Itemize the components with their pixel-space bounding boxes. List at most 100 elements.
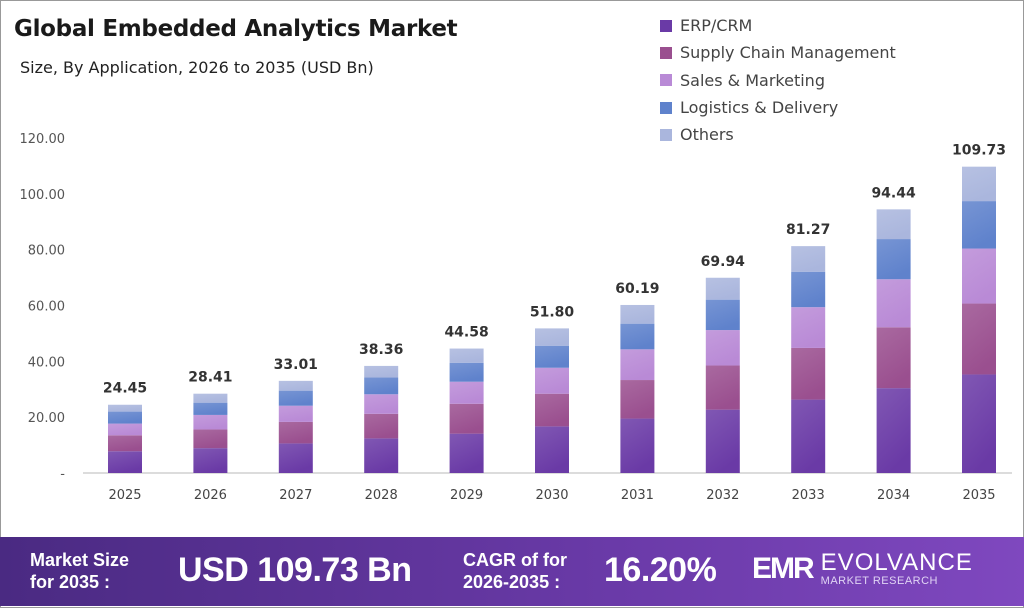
legend-label: Logistics & Delivery [680,98,839,118]
bar-segment-sales-marketing [620,349,655,381]
market-size-label-line2: for 2035 : [30,572,111,592]
bar-segment-others [278,380,313,391]
bar-segment-others [108,404,142,412]
bar-segment-erp-crm [705,409,740,473]
bar-segment-supply-chain-management [364,413,399,439]
bar-segment-supply-chain-management [193,429,228,449]
bar-segment-supply-chain-management [535,393,569,427]
stacked-bar-chart: - 20.00 40.00 60.00 80.00 100.00 120.00 24.45 20… [20,132,1012,503]
x-tick-label: 2030 [535,488,568,503]
bar-segment-supply-chain-management [705,365,740,410]
bar-segment-erp-crm [876,388,911,473]
total-data-label: 69.94 [701,254,746,270]
total-data-label: 94.44 [871,185,916,201]
legend-item: Supply Chain Management [660,39,896,66]
bar-segment-logistics-delivery [620,323,655,350]
bar-segment-erp-crm [620,418,655,473]
legend-swatch [660,128,672,141]
bar-segment-logistics-delivery [535,345,569,368]
bar-segment-sales-marketing [108,423,142,436]
total-data-label: 28.41 [188,370,232,386]
bar-segment-others [791,246,826,272]
x-tick-label: 2035 [962,488,995,503]
legend: ERP/CRM Supply Chain Management Sales & Ma… [660,12,896,148]
logo-name: EVOLVANCE [820,549,973,576]
x-tick-label: 2025 [108,488,141,503]
bar-segment-sales-marketing [278,405,313,422]
total-data-label: 44.58 [444,325,488,341]
market-size-value: USD 109.73 Bn [178,551,412,589]
bar-segment-supply-chain-management [108,435,142,452]
bar-segment-supply-chain-management [620,380,655,419]
x-tick-label: 2029 [450,488,483,503]
bar-segment-logistics-delivery [876,239,911,280]
logo-mark: EMR [752,552,815,585]
bar-segment-logistics-delivery [364,377,399,395]
bar-segment-erp-crm [535,426,569,473]
bar-segment-others [535,328,569,346]
logo-subtitle: MARKET RESEARCH [820,575,938,587]
bar-segment-erp-crm [278,443,313,473]
legend-label: ERP/CRM [680,16,753,36]
y-tick-label: 80.00 [28,244,65,259]
bar-segment-sales-marketing [193,414,228,430]
x-tick-label: 2031 [621,488,654,503]
bar-segment-erp-crm [791,399,826,473]
y-tick-label: 120.00 [20,132,66,147]
cagr-label: CAGR of for 2026-2035 : [463,549,567,593]
bar-segment-sales-marketing [876,279,911,328]
y-tick-label: 20.00 [28,411,65,426]
bar-segment-supply-chain-management [278,421,313,444]
bar-segment-others [193,393,228,403]
total-data-label: 81.27 [786,222,830,238]
legend-item: Others [660,121,896,148]
x-tick-label: 2034 [877,488,910,503]
bar-segment-erp-crm [364,438,399,473]
bar-segment-others [620,304,655,324]
total-data-label: 24.45 [103,381,147,397]
chart-subtitle: Size, By Application, 2026 to 2035 (USD … [20,58,374,77]
bar-segment-others [705,277,740,300]
bar-segment-others [449,348,484,363]
evolvance-logo: EMR EVOLVANCE MARKET RESEARCH [752,549,973,588]
legend-swatch [660,101,672,114]
bar-segment-others [876,209,911,240]
y-tick-label: - [60,467,65,482]
x-tick-label: 2033 [792,488,825,503]
bar-segment-erp-crm [108,451,142,473]
bar-segment-supply-chain-management [449,403,484,434]
legend-item: Logistics & Delivery [660,94,896,121]
bar-segment-logistics-delivery [108,411,142,424]
bar-segment-sales-marketing [449,381,484,404]
x-tick-label: 2026 [194,488,227,503]
chart-title: Global Embedded Analytics Market [14,16,458,42]
bar-segment-logistics-delivery [193,402,228,415]
bar-segment-erp-crm [449,433,484,473]
bar-segment-logistics-delivery [278,390,313,406]
cagr-label-line2: 2026-2035 : [463,572,561,592]
x-tick-label: 2032 [706,488,739,503]
legend-label: Supply Chain Management [680,43,896,63]
legend-item: ERP/CRM [660,12,896,39]
y-tick-label: 40.00 [28,355,65,370]
x-tick-label: 2027 [279,488,312,503]
bar-segment-sales-marketing [791,307,826,348]
cagr-label-line1: CAGR of for [463,550,567,570]
bar-segment-logistics-delivery [449,362,484,382]
bar-segment-sales-marketing [364,394,399,414]
bar-segment-logistics-delivery [962,201,996,249]
legend-swatch [660,74,672,87]
bar-segment-erp-crm [962,374,996,473]
legend-swatch [660,19,672,32]
bar-segment-sales-marketing [962,248,996,304]
bar-segment-others [364,365,399,378]
total-data-label: 109.73 [952,143,1006,159]
bar-segment-supply-chain-management [962,303,996,375]
bar-segment-sales-marketing [705,330,740,366]
bar-segment-others [962,166,996,202]
total-data-label: 38.36 [359,342,403,358]
y-tick-label: 60.00 [28,300,65,315]
legend-item: Sales & Marketing [660,67,896,94]
bar-segment-supply-chain-management [791,347,826,400]
legend-swatch [660,46,672,59]
